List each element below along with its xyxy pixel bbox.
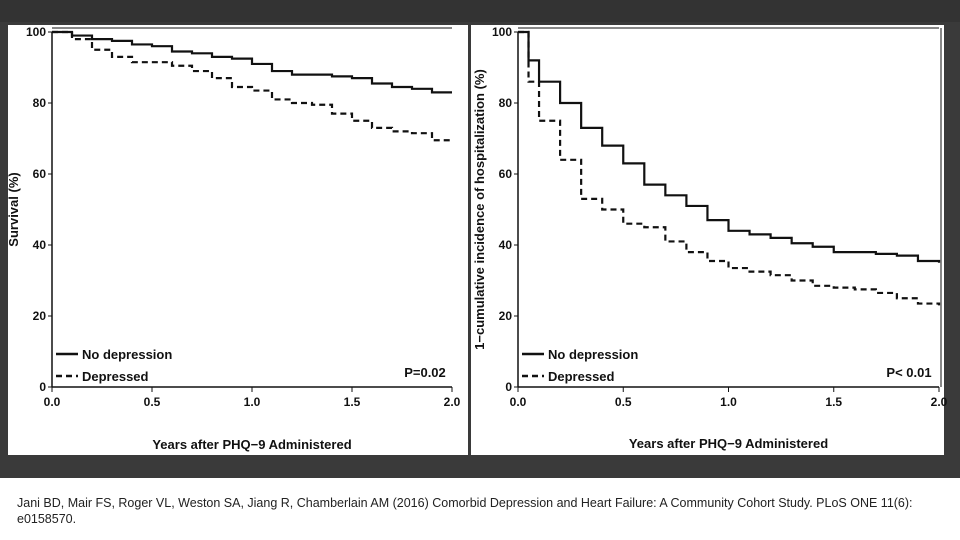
x-tick-label: 1.5	[344, 395, 361, 409]
x-tick-label: 1.0	[244, 395, 261, 409]
p-value-annotation: P=0.02	[404, 365, 446, 380]
y-tick-label: 20	[499, 309, 513, 323]
series-depressed-line	[52, 30, 454, 143]
top-bar	[0, 0, 960, 22]
y-tick-label: 0	[505, 380, 512, 394]
series-no-depression-line	[518, 30, 941, 263]
x-tick-label: 0.5	[615, 395, 632, 409]
x-axis-label: Years after PHQ−9 Administered	[629, 436, 828, 451]
legend-label-depressed: Depressed	[548, 369, 615, 384]
figure-svg: 0 20 40 60 80 100 0.0 0.5 1.0 1.5 2.0 Years after P…	[6, 25, 948, 455]
y-tick-label: 20	[33, 309, 47, 323]
legend-label-no-depression: No depression	[82, 347, 172, 362]
y-tick-label: 80	[33, 96, 47, 110]
x-tick-label: 0.0	[510, 395, 527, 409]
p-value-annotation: P< 0.01	[886, 365, 931, 380]
y-tick-label: 60	[499, 167, 513, 181]
x-tick-label: 0.0	[44, 395, 61, 409]
y-tick-label: 80	[499, 96, 513, 110]
x-tick-label: 1.0	[720, 395, 737, 409]
legend-label-no-depression: No depression	[548, 347, 638, 362]
x-tick-label: 2.0	[444, 395, 461, 409]
citation-text: Jani BD, Mair FS, Roger VL, Weston SA, J…	[17, 496, 913, 526]
y-tick-label: 100	[26, 25, 46, 39]
y-axis-label: Survival (%)	[6, 172, 21, 246]
y-tick-label: 40	[499, 238, 513, 252]
chart-background	[8, 25, 468, 455]
series-depressed-line	[518, 30, 941, 306]
chart-2: 0 20 40 60 80 100 0.0 0.5 1.0 1.5 2.0 Years after P…	[471, 25, 948, 455]
x-tick-label: 2.0	[931, 395, 948, 409]
y-tick-label: 100	[492, 25, 512, 39]
figure-panel: 0 20 40 60 80 100 0.0 0.5 1.0 1.5 2.0 Years after P…	[0, 22, 960, 478]
x-tick-label: 0.5	[144, 395, 161, 409]
legend-label-depressed: Depressed	[82, 369, 149, 384]
y-tick-label: 60	[33, 167, 47, 181]
x-axis-label: Years after PHQ−9 Administered	[152, 437, 351, 452]
chart-1: 0 20 40 60 80 100 0.0 0.5 1.0 1.5 2.0 Years after P…	[6, 25, 468, 455]
series-no-depression-line	[52, 30, 452, 94]
chart-background	[471, 25, 944, 455]
y-tick-label: 40	[33, 238, 47, 252]
y-axis-label: 1−cumulative incidence of hospitalizatio…	[472, 69, 487, 350]
x-tick-label: 1.5	[825, 395, 842, 409]
y-tick-label: 0	[39, 380, 46, 394]
